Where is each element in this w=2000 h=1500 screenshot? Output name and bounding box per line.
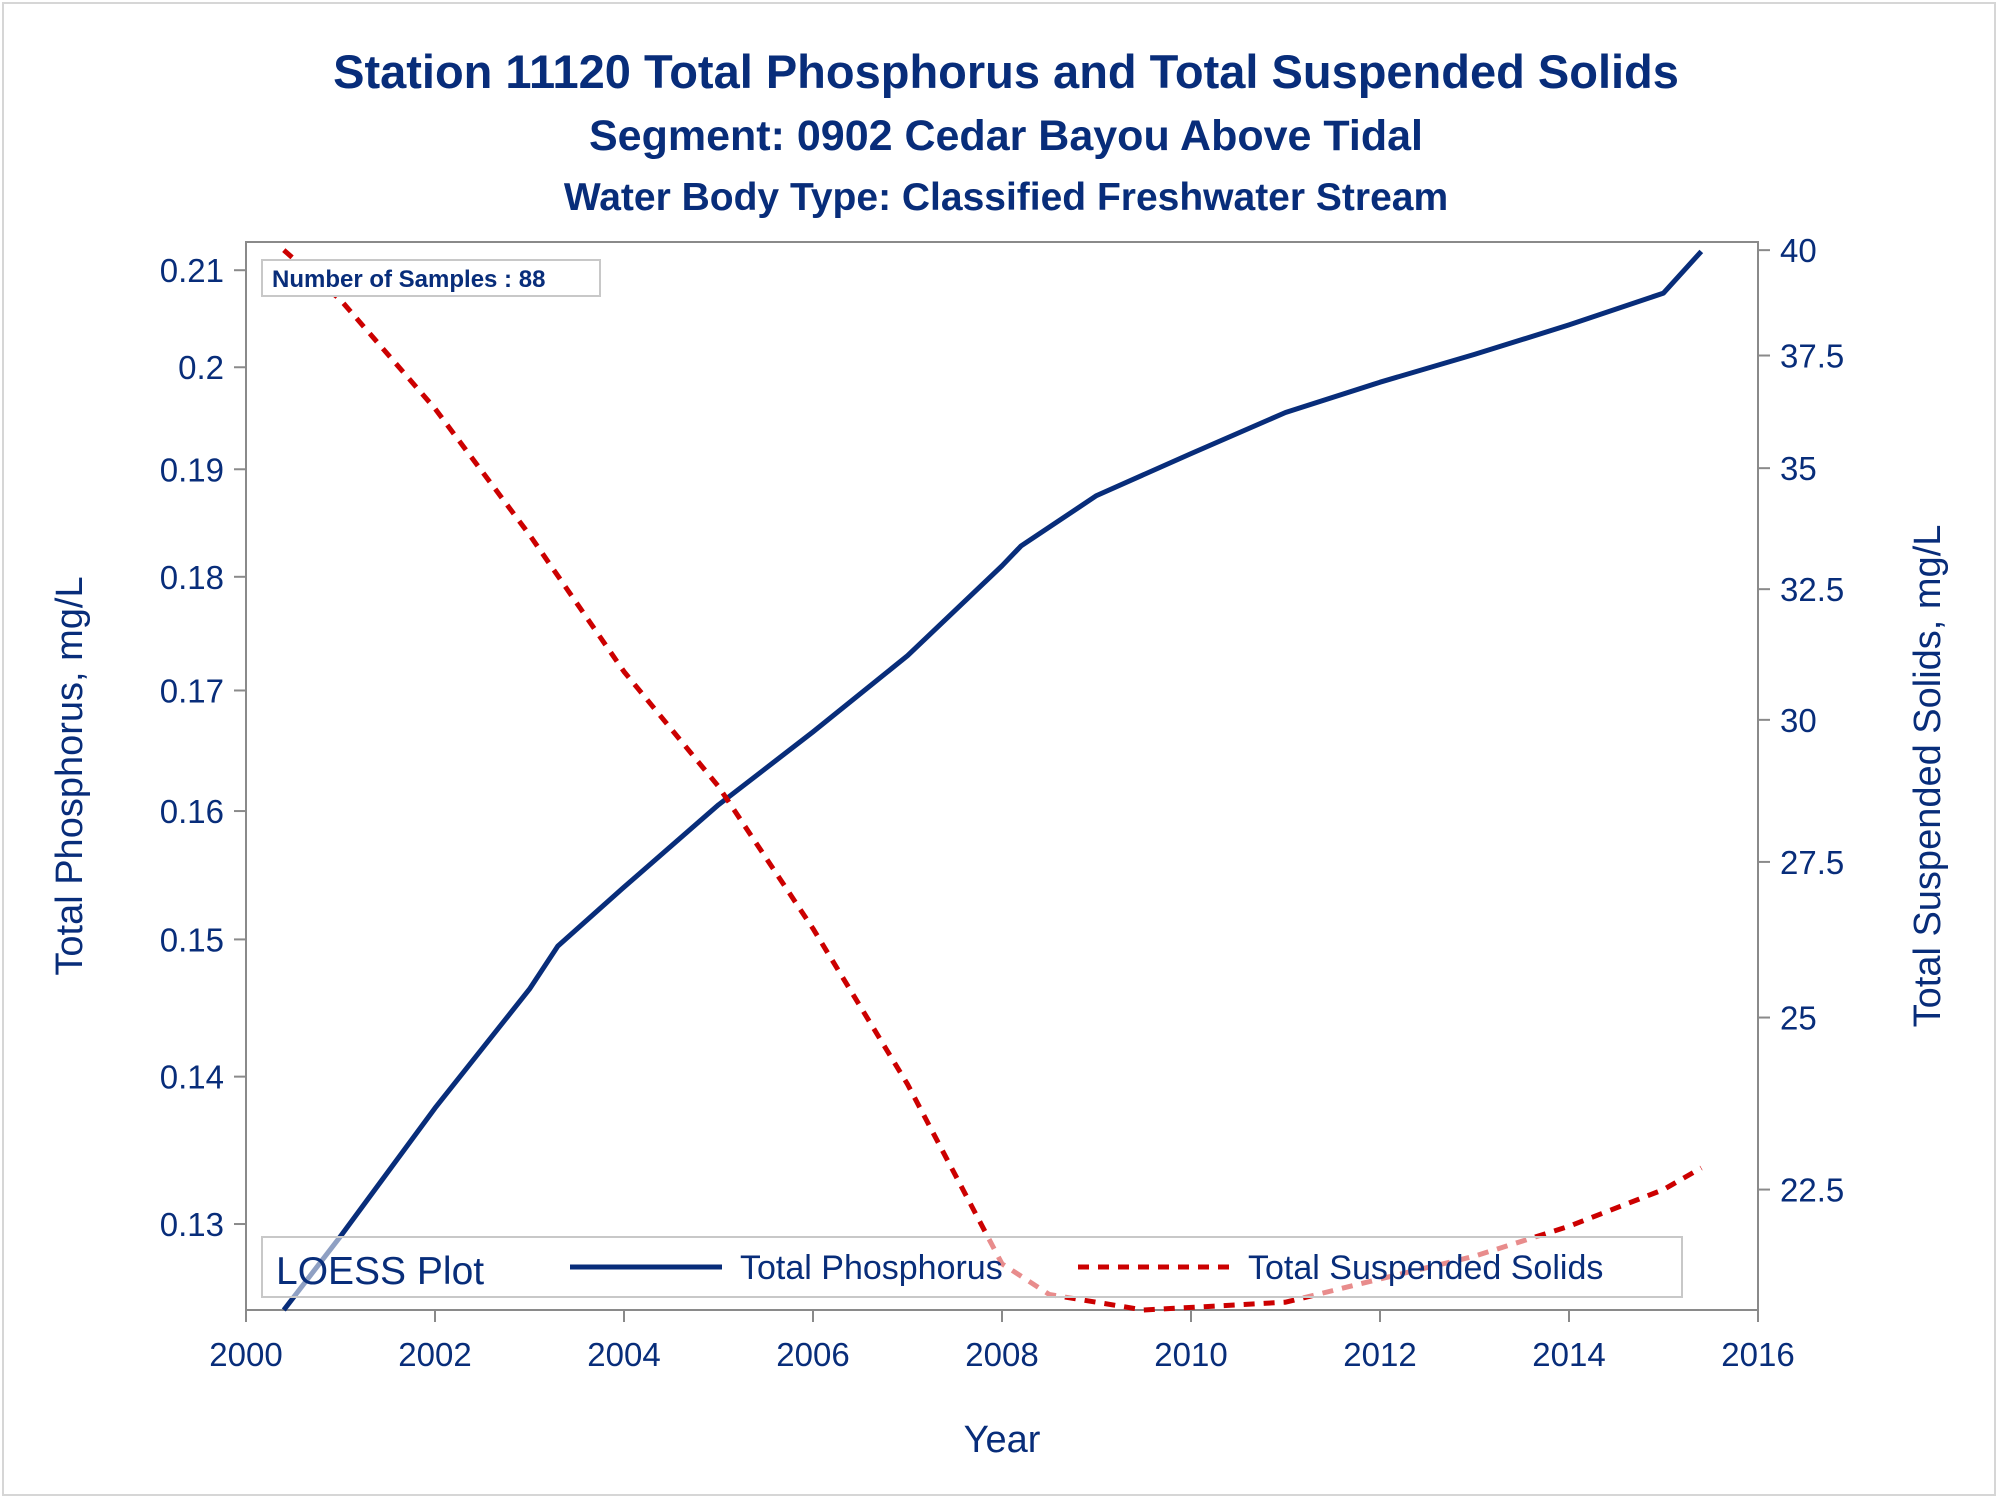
chart-title: Station 11120 Total Phosphorus and Total… xyxy=(333,45,1679,98)
y-tick-label: 0.19 xyxy=(160,451,224,488)
y-axis-label: Total Phosphorus, mg/L xyxy=(49,576,91,975)
legend-title: LOESS Plot xyxy=(276,1250,484,1293)
chart-svg: Station 11120 Total Phosphorus and Total… xyxy=(49,45,1949,1461)
legend-box xyxy=(261,1236,1683,1298)
series-line-total-phosphorus xyxy=(281,249,1704,1312)
x-tick-label: 2016 xyxy=(1721,1336,1794,1373)
y2-tick-label: 25 xyxy=(1780,1000,1817,1037)
x-tick-label: 2000 xyxy=(209,1336,282,1373)
y-tick-label: 0.14 xyxy=(160,1059,224,1096)
legend-item-total-suspended-solids: Total Suspended Solids xyxy=(1248,1249,1603,1287)
y2-tick-label: 22.5 xyxy=(1780,1172,1844,1209)
samples-annotation-box xyxy=(261,259,601,297)
x-tick-label: 2010 xyxy=(1154,1336,1227,1373)
legend-item-total-phosphorus: Total Phosphorus xyxy=(740,1249,1003,1287)
y-tick-label: 0.16 xyxy=(160,793,224,830)
x-axis: 2000 2002 2004 2006 2008 2010 2012 2014 2016 xyxy=(209,1310,1795,1373)
y2-tick-label: 27.5 xyxy=(1780,844,1844,881)
x-tick-label: 2008 xyxy=(965,1336,1038,1373)
x-tick-label: 2002 xyxy=(398,1336,471,1373)
y-tick-label: 0.15 xyxy=(160,921,224,958)
y2-axis-label: Total Suspended Solids, mg/L xyxy=(1907,525,1949,1028)
x-tick-label: 2012 xyxy=(1343,1336,1416,1373)
x-tick-label: 2006 xyxy=(776,1336,849,1373)
y-tick-label: 0.18 xyxy=(160,559,224,596)
y2-tick-label: 37.5 xyxy=(1780,338,1844,375)
x-tick-label: 2004 xyxy=(587,1336,660,1373)
x-axis-label: Year xyxy=(964,1419,1041,1461)
y2-tick-label: 35 xyxy=(1780,450,1817,487)
y2-tick-label: 32.5 xyxy=(1780,571,1844,608)
y-tick-label: 0.13 xyxy=(160,1206,224,1243)
y-axis-right: 22.5 25 27.5 30 32.5 35 37.5 40 xyxy=(1758,232,1844,1209)
samples-annotation: Number of Samples : 88 xyxy=(272,266,545,293)
y-tick-label: 0.21 xyxy=(160,252,224,289)
y2-tick-label: 40 xyxy=(1780,232,1817,269)
chart-subtitle: Segment: 0902 Cedar Bayou Above Tidal xyxy=(589,112,1423,160)
y-tick-label: 0.17 xyxy=(160,672,224,709)
y2-tick-label: 30 xyxy=(1780,702,1817,739)
y-axis-left: 0.13 0.14 0.15 0.16 0.17 0.18 0.19 0.2 0.21 xyxy=(160,252,246,1243)
y-tick-label: 0.2 xyxy=(178,349,224,386)
x-tick-label: 2014 xyxy=(1532,1336,1605,1373)
chart-subtitle-2: Water Body Type: Classified Freshwater S… xyxy=(564,176,1448,219)
plot-area xyxy=(245,241,1759,1311)
